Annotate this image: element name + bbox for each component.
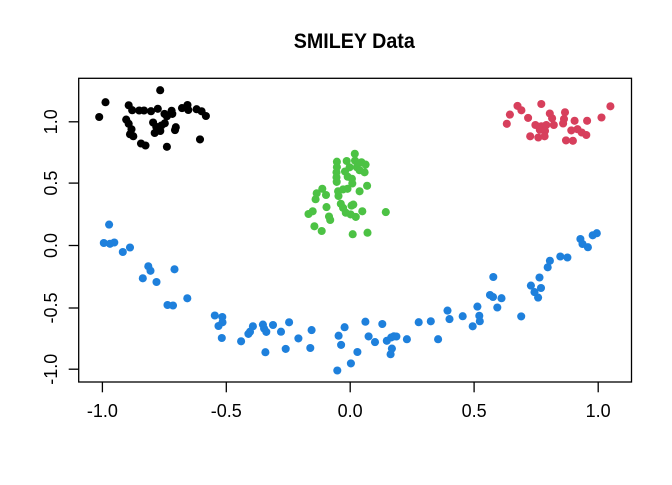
svg-text:0.5: 0.5 [41,171,61,196]
svg-text:-1.0: -1.0 [87,401,118,421]
svg-text:-0.5: -0.5 [41,292,61,323]
svg-text:1.0: 1.0 [41,109,61,134]
svg-text:1.0: 1.0 [586,401,611,421]
svg-text:0.0: 0.0 [338,401,363,421]
svg-text:-1.0: -1.0 [41,354,61,385]
svg-text:0.5: 0.5 [462,401,487,421]
svg-text:0.0: 0.0 [41,233,61,258]
svg-text:SMILEY Data: SMILEY Data [294,29,416,53]
svg-text:-0.5: -0.5 [211,401,242,421]
